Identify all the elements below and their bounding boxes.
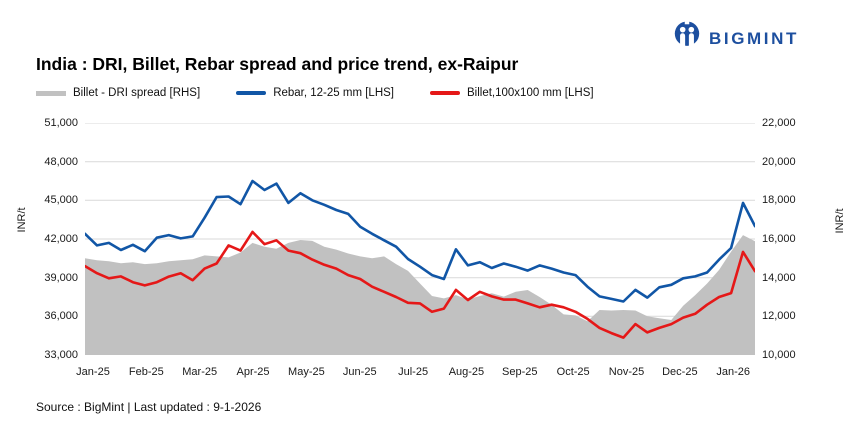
lhs-tick: 45,000 <box>44 194 78 207</box>
x-tick: Apr-25 <box>236 366 270 378</box>
spread-swatch <box>36 90 66 96</box>
x-tick: Jan-25 <box>76 366 110 378</box>
lhs-axis-title: INR/t <box>16 207 28 233</box>
legend-label-billet: Billet,100x100 mm [LHS] <box>467 87 594 99</box>
rhs-axis-title: INR/t <box>834 208 846 234</box>
rhs-tick: 10,000 <box>762 349 796 361</box>
x-tick: Jun-25 <box>342 366 377 378</box>
x-tick: Feb-25 <box>128 366 164 378</box>
chart-legend: Billet - DRI spread [RHS] Rebar, 12-25 m… <box>36 87 594 99</box>
x-tick: Nov-25 <box>608 366 645 378</box>
x-tick: Oct-25 <box>556 366 590 378</box>
lhs-tick: 33,000 <box>44 349 78 361</box>
rebar-swatch <box>236 91 267 95</box>
legend-label-rebar: Rebar, 12-25 mm [LHS] <box>273 87 394 99</box>
lhs-tick: 51,000 <box>44 117 78 129</box>
bigmint-logo: BIGMINT <box>672 20 799 57</box>
rhs-tick: 20,000 <box>762 155 796 168</box>
lhs-tick: 42,000 <box>44 233 78 245</box>
rhs-tick: 18,000 <box>762 194 796 207</box>
bigmint-logo-icon <box>672 20 702 57</box>
x-tick: Jan-26 <box>716 366 751 378</box>
source-note: Source : BigMint | Last updated : 9-1-20… <box>36 400 262 414</box>
billet-swatch <box>430 91 460 95</box>
x-tick: Jul-25 <box>398 366 429 378</box>
plot-svg <box>83 122 757 356</box>
rhs-tick: 12,000 <box>762 310 796 323</box>
legend-item-spread: Billet - DRI spread [RHS] <box>36 87 200 99</box>
x-tick: Aug-25 <box>448 366 485 378</box>
x-tick: Dec-25 <box>662 366 698 378</box>
x-tick: May-25 <box>288 366 325 378</box>
lhs-tick: 36,000 <box>44 310 78 323</box>
rhs-tick: 14,000 <box>762 271 796 284</box>
legend-label-spread: Billet - DRI spread [RHS] <box>73 87 201 99</box>
plot-area <box>83 122 757 356</box>
rhs-tick: 16,000 <box>762 233 796 245</box>
legend-item-billet: Billet,100x100 mm [LHS] <box>430 87 594 99</box>
x-tick: Sep-25 <box>502 366 538 378</box>
chart-title: India : DRI, Billet, Rebar spread and pr… <box>36 54 519 74</box>
legend-item-rebar: Rebar, 12-25 mm [LHS] <box>236 87 394 99</box>
bigmint-logo-text: BIGMINT <box>709 28 799 48</box>
lhs-tick: 39,000 <box>44 271 78 284</box>
rhs-tick: 22,000 <box>762 117 796 129</box>
x-tick: Mar-25 <box>182 366 218 378</box>
lhs-tick: 48,000 <box>44 155 78 168</box>
